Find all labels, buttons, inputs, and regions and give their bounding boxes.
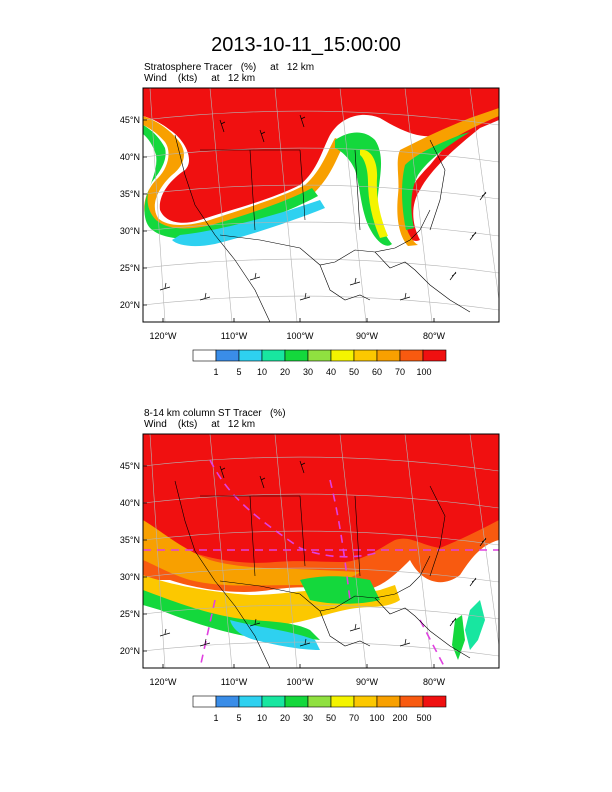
colorbar-swatch: [192, 695, 217, 708]
panel2-lat-label: 25°N: [119, 609, 140, 619]
colorbar-label: 200: [392, 713, 408, 723]
panel1-lat-label: 40°N: [119, 152, 140, 162]
colorbar-label: 5: [236, 713, 242, 723]
colorbar-label: 20: [279, 367, 290, 377]
panel2-lon-label: 100°W: [286, 677, 314, 687]
panel2-lat-label: 45°N: [119, 461, 140, 471]
colorbar-label: 20: [279, 713, 290, 723]
colorbar-label: 50: [325, 713, 336, 723]
panel1-lon-label: 110°W: [220, 331, 248, 341]
colorbar-label: 1: [213, 367, 219, 377]
colorbar-label: 70: [394, 367, 405, 377]
colorbar-swatch: [307, 695, 332, 708]
panel2-lat-label: 30°N: [119, 572, 140, 582]
colorbar-swatch: [238, 349, 263, 362]
colorbar-swatch: [284, 349, 309, 362]
colorbar-label: 10: [256, 713, 267, 723]
colorbar-swatch: [261, 695, 286, 708]
colorbar-swatch: [330, 349, 355, 362]
colorbar-label: 40: [325, 367, 336, 377]
panel1-lat-label: 30°N: [119, 226, 140, 236]
panel2-subtitle-line2: Wind (kts) at 12 km: [144, 419, 256, 430]
panel2-subtitle-line1: 8-14 km column ST Tracer (%): [144, 408, 286, 419]
panel2-colorbar: [192, 695, 447, 708]
colorbar-label: 50: [348, 367, 359, 377]
panel2-lon-label: 80°W: [422, 677, 446, 687]
colorbar-label: 60: [371, 367, 382, 377]
panel1-lon-label: 90°W: [355, 331, 379, 341]
colorbar-swatch: [353, 695, 378, 708]
colorbar-label: 70: [348, 713, 359, 723]
colorbar-swatch: [192, 349, 217, 362]
colorbar-label: 100: [416, 367, 432, 377]
panel2-lon-label: 90°W: [355, 677, 379, 687]
panel2-lat-label: 35°N: [119, 535, 140, 545]
colorbar-swatch: [376, 695, 401, 708]
panel1-lat-label: 45°N: [119, 115, 140, 125]
colorbar-label: 10: [256, 367, 267, 377]
colorbar-swatch: [399, 695, 424, 708]
colorbar-swatch: [215, 349, 240, 362]
panel1-subtitle-line2: Wind (kts) at 12 km: [144, 73, 256, 84]
colorbar-label: 30: [302, 367, 313, 377]
colorbar-label: 500: [416, 713, 432, 723]
colorbar-swatch: [376, 349, 401, 362]
panel1-lon-label: 80°W: [422, 331, 446, 341]
panel1-lat-label: 20°N: [119, 300, 140, 310]
panel2-lat-label: 20°N: [119, 646, 140, 656]
colorbar-label: 1: [213, 713, 219, 723]
panel1-lon-label: 100°W: [286, 331, 314, 341]
colorbar-swatch: [261, 349, 286, 362]
colorbar-swatch: [330, 695, 355, 708]
colorbar-swatch: [238, 695, 263, 708]
panel1-subtitle-line1: Stratosphere Tracer (%) at 12 km: [144, 62, 315, 73]
colorbar-swatch: [307, 349, 332, 362]
panel2-map: [143, 434, 499, 668]
panel1-lon-label: 120°W: [149, 331, 177, 341]
colorbar-swatch: [399, 349, 424, 362]
panel2-lon-label: 110°W: [220, 677, 248, 687]
colorbar-swatch: [215, 695, 240, 708]
panel1-colorbar: [192, 349, 447, 362]
page-title: 2013-10-11_15:00:00: [211, 34, 401, 56]
panel2-lat-label: 40°N: [119, 498, 140, 508]
panel2-lon-label: 120°W: [149, 677, 177, 687]
colorbar-swatch: [422, 349, 447, 362]
colorbar-label: 100: [369, 713, 385, 723]
panel1-map: [143, 88, 499, 322]
panel1-lat-label: 25°N: [119, 263, 140, 273]
colorbar-label: 30: [302, 713, 313, 723]
colorbar-swatch: [422, 695, 447, 708]
panel1-lat-label: 35°N: [119, 189, 140, 199]
colorbar-label: 5: [236, 367, 242, 377]
colorbar-swatch: [284, 695, 309, 708]
colorbar-swatch: [353, 349, 378, 362]
